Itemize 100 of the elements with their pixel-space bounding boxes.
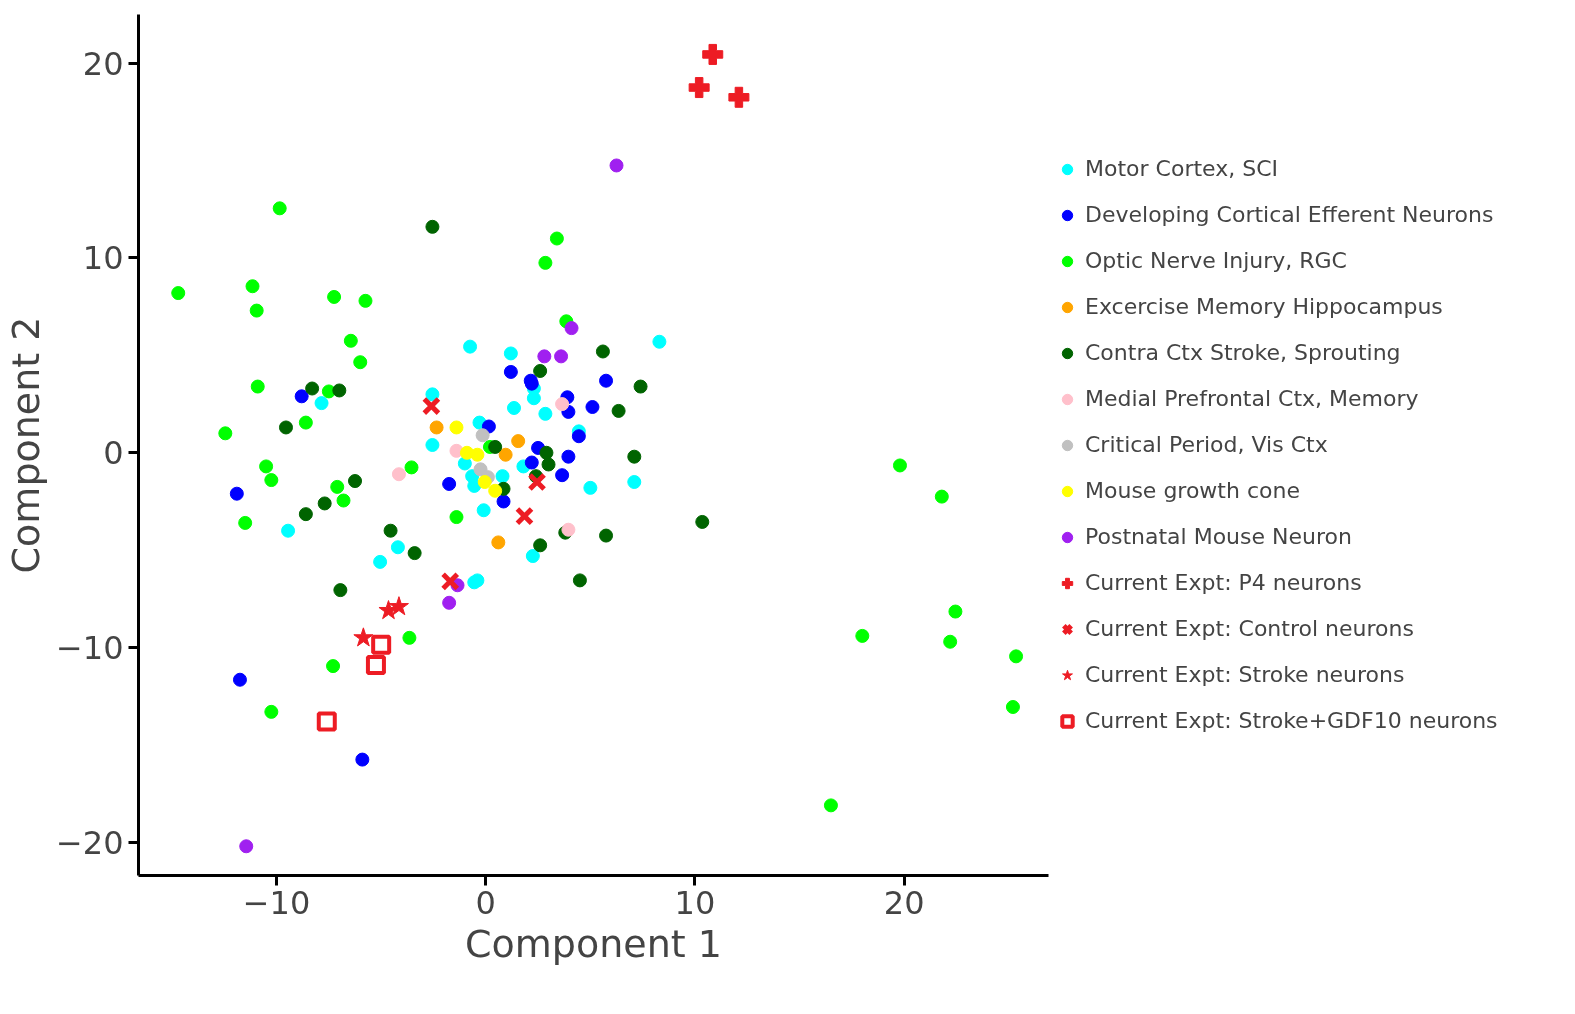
point (298, 507, 313, 522)
legend-label: Contra Ctx Stroke, Sprouting (1085, 340, 1401, 365)
point (488, 483, 503, 498)
point (326, 659, 341, 674)
point (463, 339, 478, 354)
point (609, 158, 624, 173)
point (348, 474, 363, 489)
point (511, 434, 526, 449)
point (294, 389, 309, 404)
x-tick-label: 10 (674, 883, 716, 922)
y-axis-title: Component 2 (3, 316, 48, 574)
point (524, 455, 539, 470)
point (353, 355, 368, 370)
legend-label: Optic Nerve Injury, RGC (1085, 248, 1347, 273)
point (695, 514, 710, 529)
point (533, 538, 548, 553)
x-tick-label: 20 (883, 883, 925, 922)
point (599, 528, 614, 543)
point (503, 346, 518, 361)
x-axis-title: Component 1 (465, 921, 722, 966)
legend-label: Medial Prefrontal Ctx, Memory (1085, 386, 1419, 411)
point (429, 420, 444, 435)
point (390, 540, 405, 555)
point (305, 381, 320, 396)
point (652, 334, 667, 349)
point (365, 655, 386, 676)
point (238, 515, 253, 530)
legend-label: Current Expt: Control neurons (1085, 616, 1414, 641)
point (571, 429, 586, 444)
point (527, 472, 547, 492)
point (555, 397, 570, 412)
point (327, 289, 342, 304)
point (358, 293, 373, 308)
point (449, 510, 464, 525)
legend-label: Current Expt: P4 neurons (1085, 570, 1362, 595)
point (371, 634, 392, 655)
point (538, 255, 553, 270)
legend-label: Current Expt: Stroke+GDF10 neurons (1085, 708, 1498, 733)
point (892, 458, 907, 473)
point (555, 468, 570, 483)
point (264, 704, 279, 719)
point (245, 279, 260, 294)
point (476, 503, 491, 518)
point (259, 459, 274, 474)
y-tick-label: −10 (55, 629, 124, 668)
point (728, 86, 750, 108)
point (488, 439, 503, 454)
point (391, 467, 406, 482)
point (383, 523, 398, 538)
point (442, 595, 457, 610)
point (249, 303, 264, 318)
point (507, 401, 522, 415)
point (572, 573, 587, 588)
y-tick-label: 20 (82, 44, 124, 83)
point (407, 546, 422, 561)
point (823, 798, 838, 813)
point (934, 489, 949, 504)
y-tick-label: 10 (82, 239, 124, 278)
point (171, 286, 186, 301)
point (218, 426, 233, 441)
point (525, 549, 540, 564)
point (264, 473, 279, 488)
point (353, 627, 374, 647)
point (314, 396, 329, 411)
legend-label: Current Expt: Stroke neurons (1085, 662, 1405, 687)
point (503, 364, 518, 379)
point (633, 379, 648, 394)
point (538, 406, 553, 421)
legend-label: Excercise Memory Hippocampus (1085, 294, 1443, 319)
point (278, 420, 293, 435)
point (343, 333, 358, 348)
point (229, 486, 244, 501)
point (232, 672, 247, 687)
point (272, 201, 287, 216)
point (333, 583, 348, 598)
point (537, 349, 552, 364)
point (250, 379, 265, 394)
point (470, 447, 485, 462)
point (564, 321, 579, 336)
x-tick-label: −10 (242, 883, 311, 922)
point (855, 628, 870, 643)
point (539, 445, 554, 460)
point (316, 711, 337, 732)
point (627, 475, 642, 489)
point (336, 493, 351, 508)
point (440, 571, 460, 591)
point (298, 415, 313, 430)
point (498, 447, 513, 462)
point (599, 373, 614, 388)
point (1009, 649, 1024, 664)
legend-label: Developing Cortical Efferent Neurons (1085, 202, 1494, 227)
point (541, 457, 556, 472)
point (449, 420, 464, 435)
point (495, 469, 510, 484)
point (595, 344, 610, 359)
point (549, 231, 564, 246)
point (373, 554, 388, 569)
point (948, 604, 963, 619)
point (355, 752, 370, 767)
point (583, 480, 598, 495)
